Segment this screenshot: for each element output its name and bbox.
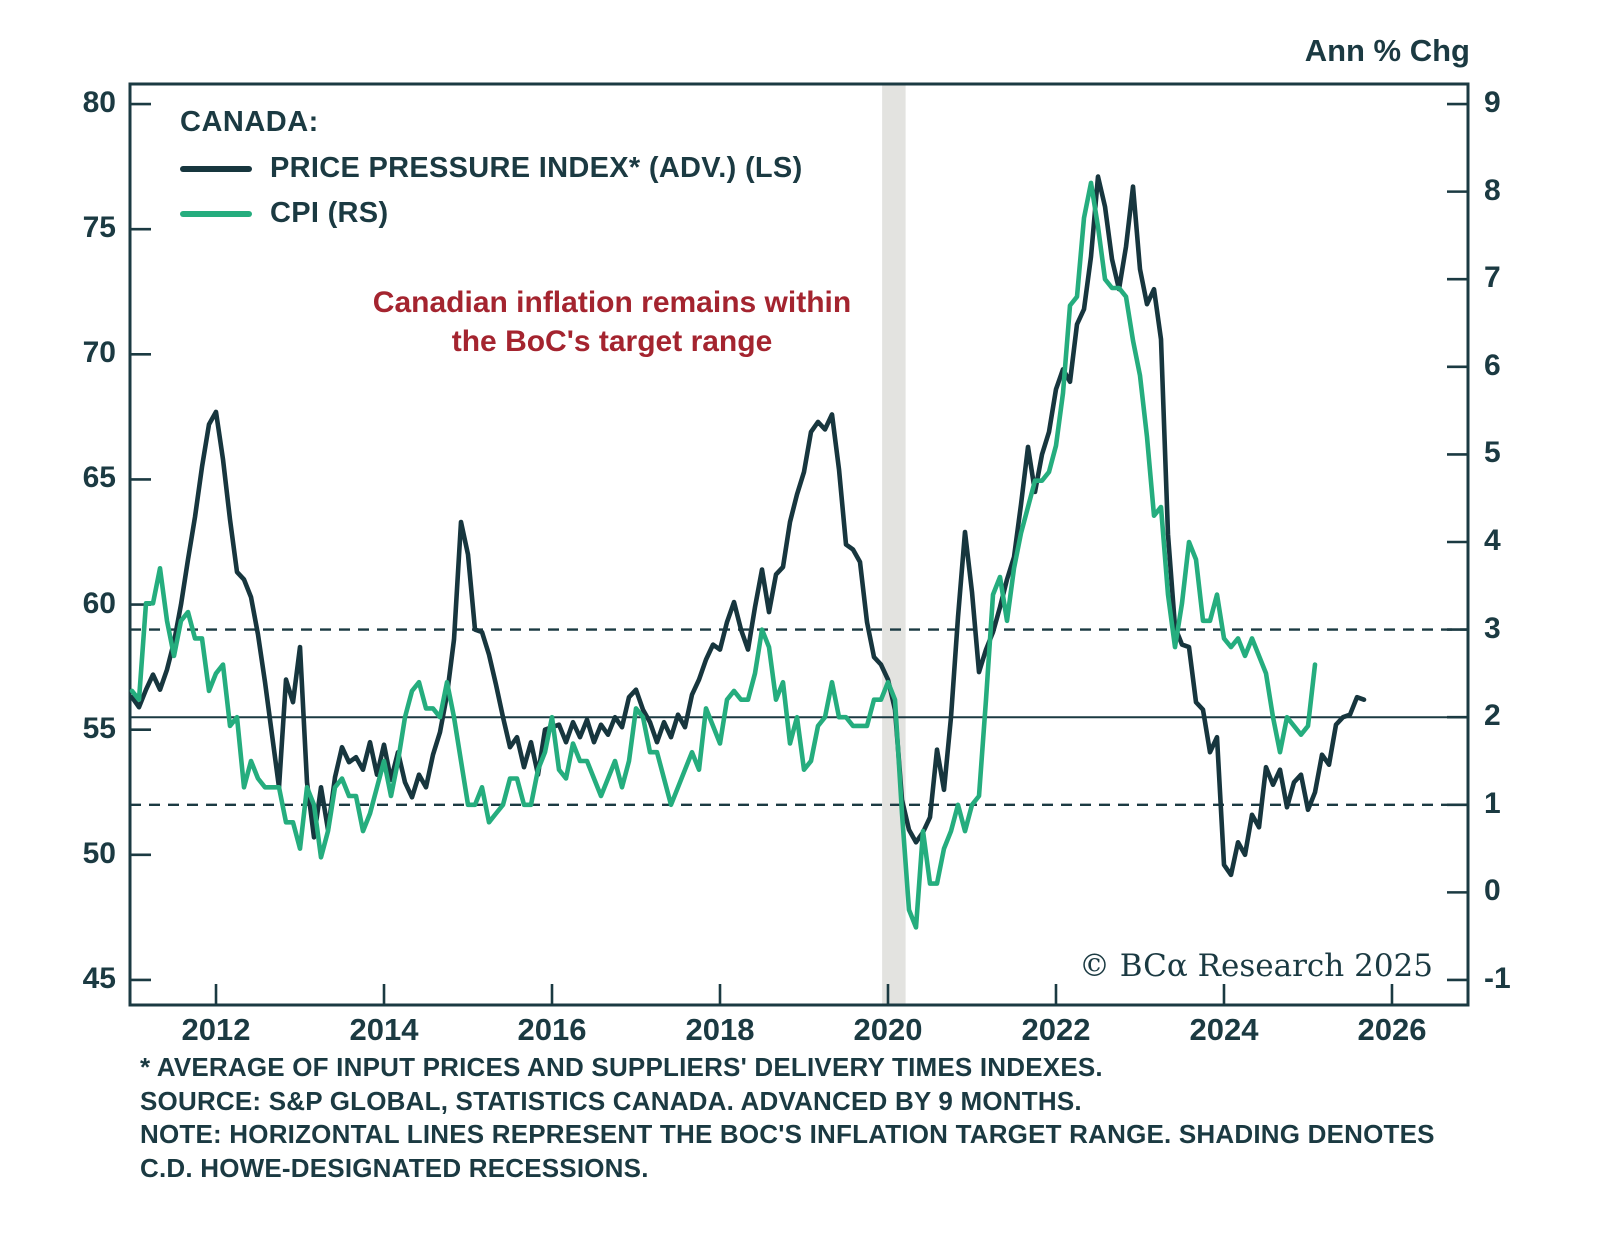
footnote-line: NOTE: HORIZONTAL LINES REPRESENT THE BOC… xyxy=(140,1119,1435,1149)
right-axis-tick-label: 9 xyxy=(1484,86,1501,120)
left-axis-tick-label: 65 xyxy=(82,461,116,495)
x-axis-tick-label: 2016 xyxy=(517,1012,587,1047)
legend-title: CANADA: xyxy=(180,106,319,138)
annotation-text: Canadian inflation remains within the Bo… xyxy=(312,283,912,361)
footnote-line: * AVERAGE OF INPUT PRICES AND SUPPLIERS'… xyxy=(140,1052,1103,1082)
x-axis-tick-label: 2026 xyxy=(1357,1012,1427,1047)
ppi-series-line xyxy=(129,174,1367,878)
right-axis-tick-label: 6 xyxy=(1484,348,1501,382)
copyright-watermark: © BCα Research 2025 xyxy=(1078,948,1433,984)
x-axis-tick-label: 2022 xyxy=(1021,1012,1091,1047)
recession-shading-band xyxy=(882,84,906,1005)
x-axis-tick-label: 2012 xyxy=(181,1012,251,1047)
footnote-line: C.D. HOWE-DESIGNATED RECESSIONS. xyxy=(140,1152,649,1183)
left-axis-tick-label: 70 xyxy=(82,336,116,370)
legend-item-price-pressure-index: PRICE PRESSURE INDEX* (ADV.) (LS) xyxy=(180,152,803,184)
plot-border xyxy=(128,82,1470,1007)
annotation-line-2: the BoC's target range xyxy=(451,325,773,358)
annotation-line-1: Canadian inflation remains within xyxy=(372,286,852,319)
cpi-line-swatch xyxy=(180,210,252,217)
x-axis-tick-label: 2014 xyxy=(349,1012,419,1047)
x-axis-tick-label: 2020 xyxy=(853,1012,923,1047)
right-axis-tick-label: 5 xyxy=(1484,436,1501,470)
ppi-line-swatch xyxy=(180,165,252,172)
x-axis-tick-label: 2024 xyxy=(1189,1012,1259,1047)
left-axis-tick-label: 80 xyxy=(82,86,116,120)
footnotes: * AVERAGE OF INPUT PRICES AND SUPPLIERS'… xyxy=(140,1051,1500,1185)
right-axis-tick-label: 0 xyxy=(1484,874,1501,908)
right-axis-tick-label: 4 xyxy=(1484,523,1501,557)
footnote-line: SOURCE: S&P GLOBAL, STATISTICS CANADA. A… xyxy=(140,1085,1082,1116)
x-axis-tick-label: 2018 xyxy=(685,1012,755,1047)
legend: CANADA: PRICE PRESSURE INDEX* (ADV.) (LS… xyxy=(180,106,803,229)
right-axis-tick-label: 8 xyxy=(1484,173,1501,207)
legend-item-cpi: CPI (RS) xyxy=(180,197,803,229)
cpi-series-line xyxy=(129,180,1318,930)
right-axis-tick-label: 1 xyxy=(1484,786,1501,820)
right-axis-tick-label: 7 xyxy=(1484,261,1501,295)
left-axis-tick-label: 55 xyxy=(82,711,116,745)
left-axis-tick-label: 50 xyxy=(82,836,116,870)
legend-item-label: CPI (RS) xyxy=(270,197,389,229)
left-axis-tick-label: 75 xyxy=(82,211,116,245)
right-axis-tick-label: 2 xyxy=(1484,699,1501,733)
legend-item-label: PRICE PRESSURE INDEX* (ADV.) (LS) xyxy=(270,152,803,184)
left-axis-tick-label: 45 xyxy=(82,961,116,995)
left-axis-tick-label: 60 xyxy=(82,586,116,620)
right-axis-tick-label: -1 xyxy=(1484,961,1511,995)
right-axis-title: Ann % Chg xyxy=(1304,33,1470,68)
right-axis-tick-label: 3 xyxy=(1484,611,1501,645)
